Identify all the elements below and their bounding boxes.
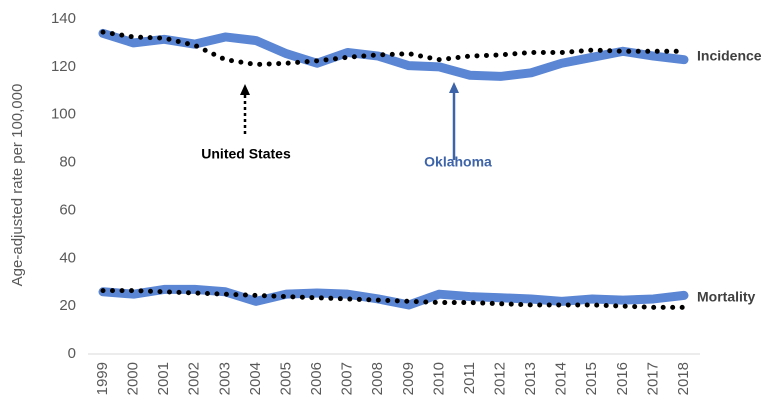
x-tick-label: 2009 <box>400 362 417 395</box>
x-tick-label: 2008 <box>369 362 386 395</box>
x-tick-label: 2007 <box>339 362 356 395</box>
series-line <box>100 288 687 310</box>
arrow-head <box>240 84 250 95</box>
x-tick-label: 2004 <box>247 362 264 395</box>
x-tick-label: 2016 <box>614 362 631 395</box>
annotation: Incidence <box>697 48 762 64</box>
y-tick-label: 140 <box>51 10 76 27</box>
x-tick-label: 2010 <box>430 362 447 395</box>
y-tick-label: 120 <box>51 58 76 75</box>
x-tick-label: 2006 <box>308 362 325 395</box>
x-tick-label: 2000 <box>125 362 142 395</box>
y-tick-label: 60 <box>59 201 76 218</box>
x-tick-label: 2005 <box>277 362 294 395</box>
arrow-head <box>449 82 459 93</box>
x-tick-label: 2002 <box>186 362 203 395</box>
series-line <box>98 284 689 310</box>
y-tick-label: 40 <box>59 249 76 266</box>
x-tick-label: 2013 <box>522 362 539 395</box>
x-tick-label: 1999 <box>94 362 111 395</box>
annotation: United States <box>201 146 291 162</box>
x-tick-label: 2014 <box>553 362 570 395</box>
x-tick-label: 2011 <box>461 362 478 394</box>
x-tick-label: 2001 <box>155 362 172 395</box>
series-line <box>98 28 689 81</box>
x-tick-label: 2015 <box>583 362 600 395</box>
x-tick-label: 2018 <box>675 362 692 395</box>
series-line <box>100 29 687 67</box>
x-tick-label: 2017 <box>644 362 661 395</box>
annotation: Oklahoma <box>424 154 492 170</box>
annotation: Mortality <box>697 289 756 305</box>
y-axis-label: Age-adjusted rate per 100,000 <box>9 84 26 287</box>
x-tick-label: 2003 <box>216 362 233 395</box>
y-tick-label: 80 <box>59 154 76 171</box>
y-tick-label: 100 <box>51 106 76 123</box>
y-tick-label: 20 <box>59 297 76 314</box>
x-tick-label: 2012 <box>491 362 508 395</box>
y-tick-label: 0 <box>68 345 76 362</box>
